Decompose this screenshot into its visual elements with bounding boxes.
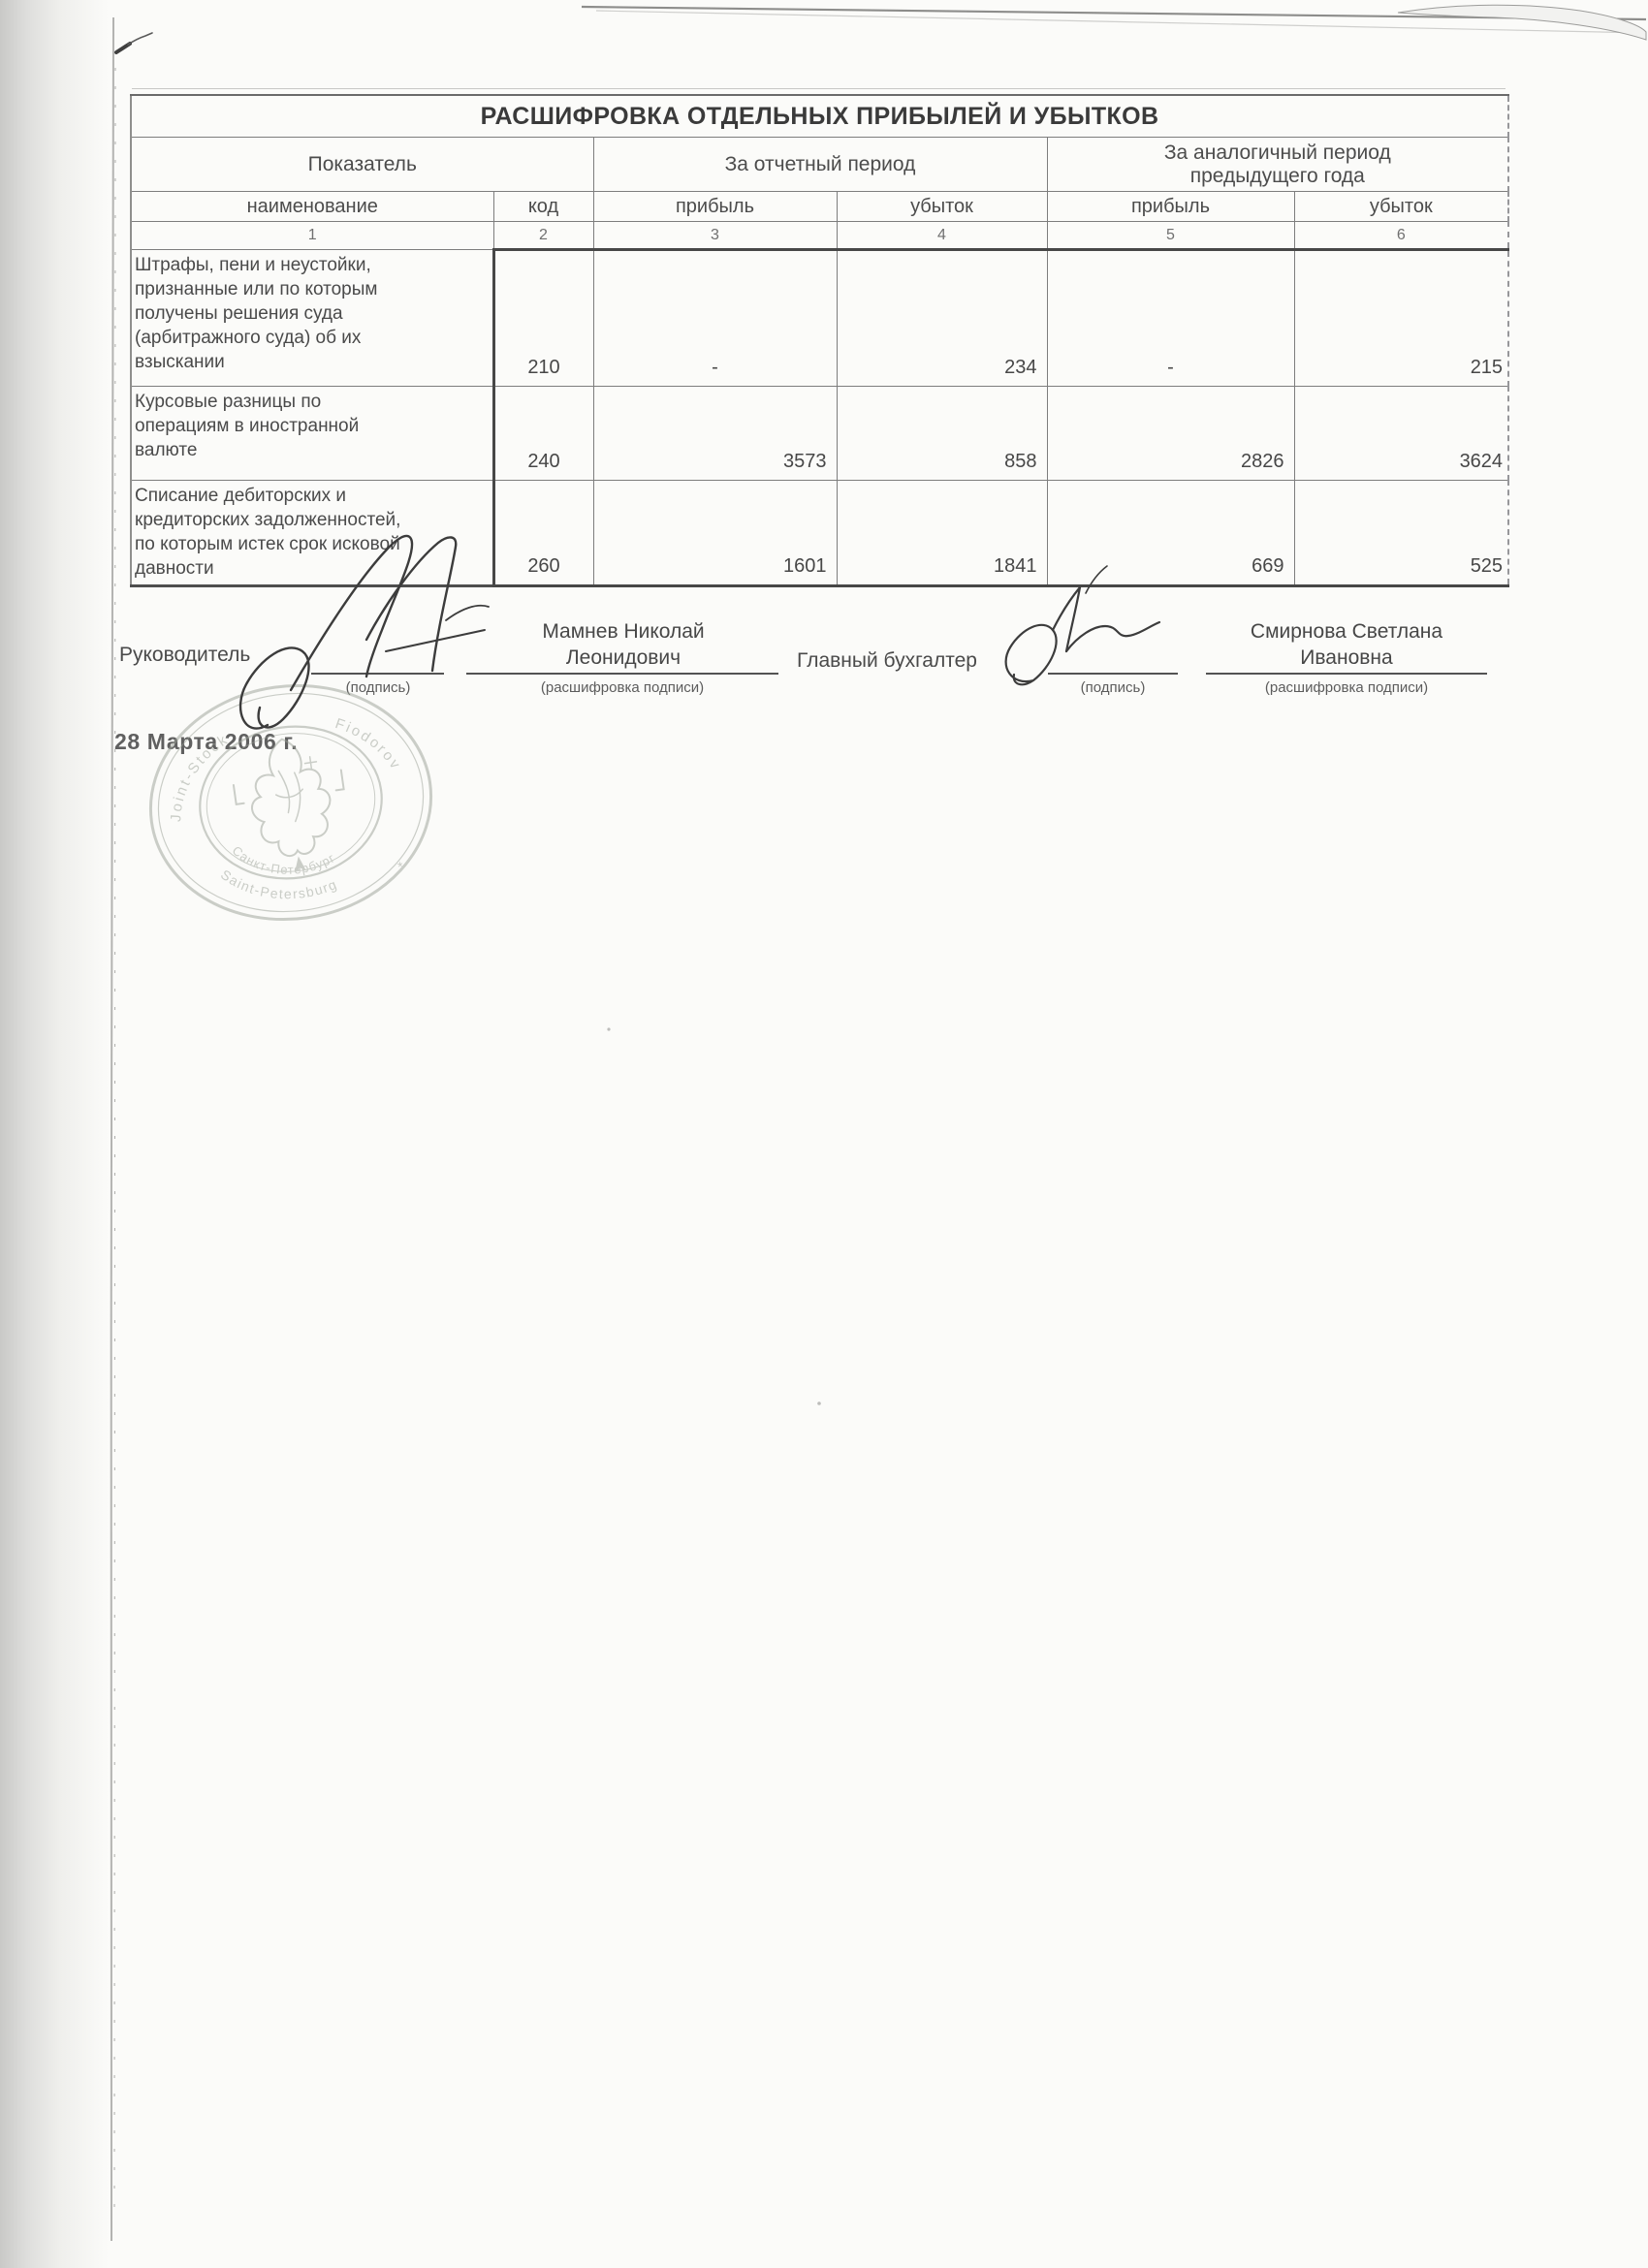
sub-header-row: наименование код прибыль убыток прибыль … (130, 191, 1509, 222)
row-prev-profit: 669 (1046, 480, 1295, 587)
stamp-text-outer-right: Fiodorov (331, 708, 405, 781)
profit-loss-breakdown-table: РАСШИФРОВКА ОТДЕЛЬНЫХ ПРИБЫЛЕЙ И УБЫТКОВ… (130, 94, 1510, 587)
director-label: Руководитель (119, 644, 251, 666)
header-profit: прибыль (592, 191, 838, 222)
stamp-text-bottom-ru: Санкт-Петербург (228, 830, 338, 886)
row-prev-loss: 3624 (1293, 386, 1509, 481)
page-top-edge (581, 4, 1647, 41)
svg-text:Fiodorov: Fiodorov (331, 708, 405, 781)
signature-line (311, 673, 444, 675)
scanner-edge-shadow (0, 0, 116, 2268)
signature-line (1206, 673, 1487, 675)
row-loss: 858 (836, 386, 1048, 481)
row-name: Штрафы, пени и неустойки, признанные или… (130, 249, 494, 387)
header-indicator: Показатель (130, 137, 594, 192)
table-title: РАСШИФРОВКА ОТДЕЛЬНЫХ ПРИБЫЛЕЙ И УБЫТКОВ (130, 94, 1509, 138)
column-number-row: 1 2 3 4 5 6 (130, 221, 1509, 250)
column-number: 2 (492, 221, 594, 250)
signature-caption: (подпись) (345, 679, 411, 696)
signature-caption: (подпись) (1080, 679, 1146, 696)
svg-text:Saint-Petersburg: Saint-Petersburg (216, 851, 340, 912)
chief-accountant-name: Смирнова Светлана Ивановна (1250, 620, 1443, 669)
director-name: Мамнев Николай Леонидович (542, 620, 705, 669)
row-code: 260 (491, 480, 594, 587)
column-number: 1 (130, 221, 494, 250)
header-reporting-period: За отчетный период (592, 137, 1048, 192)
signature-line (1048, 673, 1178, 675)
svg-text:Санкт-Петербург: Санкт-Петербург (228, 830, 338, 886)
signature-line (466, 673, 778, 675)
header-prev-profit: прибыль (1046, 191, 1295, 222)
document-date: 28 Марта 2006 г. (114, 729, 299, 754)
row-loss: 234 (836, 248, 1048, 387)
row-code: 240 (491, 386, 594, 481)
pen-checkmark (114, 32, 153, 54)
stamp-text-bottom-en: Saint-Petersburg (216, 851, 340, 912)
row-name: Курсовые разницы по операциям в иностран… (130, 386, 494, 481)
table-title-row: РАСШИФРОВКА ОТДЕЛЬНЫХ ПРИБЫЛЕЙ И УБЫТКОВ (130, 94, 1509, 138)
row-prev-loss: 525 (1293, 480, 1509, 587)
company-stamp: Joint-Stock Fiodorov Saint-Petersburg Са… (148, 683, 433, 922)
row-profit: 3573 (592, 386, 838, 481)
row-name: Списание дебиторских и кредиторских задо… (130, 480, 494, 586)
column-number: 3 (592, 221, 838, 250)
row-prev-profit: - (1046, 248, 1295, 387)
page-corner-curl (1397, 4, 1647, 41)
transcript-caption: (расшифровка подписи) (540, 679, 705, 696)
column-number: 6 (1293, 221, 1509, 250)
row-profit: 1601 (592, 480, 838, 587)
group-header-row: Показатель За отчетный период За аналоги… (130, 137, 1509, 192)
table-row: Штрафы, пени и неустойки, признанные или… (130, 248, 1509, 387)
row-prev-profit: 2826 (1046, 386, 1295, 481)
dust-specks (607, 1027, 821, 1405)
header-prev-loss: убыток (1293, 191, 1509, 222)
chief-accountant-label: Главный бухгалтер (797, 649, 977, 672)
scan-double-line-artifact (132, 88, 1505, 89)
header-loss: убыток (836, 191, 1048, 222)
table-row: Курсовые разницы по операциям в иностран… (130, 386, 1509, 481)
row-code: 210 (491, 248, 594, 387)
header-previous-period: За аналогичный период предыдущего года (1046, 137, 1509, 192)
row-loss: 1841 (836, 480, 1048, 587)
header-name: наименование (130, 191, 494, 222)
column-number: 4 (836, 221, 1048, 250)
transcript-caption: (расшифровка подписи) (1264, 679, 1429, 696)
stamp-star-separator: * (396, 859, 404, 875)
header-code: код (492, 191, 594, 222)
table-row: Списание дебиторских и кредиторских задо… (130, 480, 1509, 587)
row-profit: - (592, 248, 838, 387)
row-prev-loss: 215 (1293, 248, 1509, 387)
column-number: 5 (1046, 221, 1295, 250)
